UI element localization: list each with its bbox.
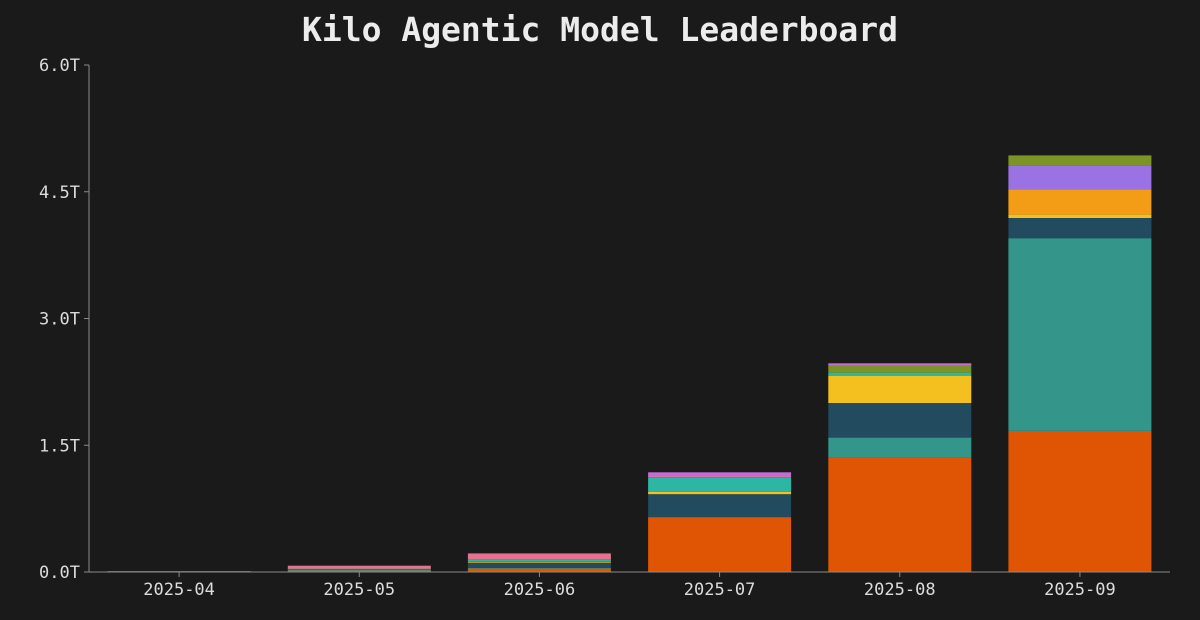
bar-segment-2025-07-s9 <box>648 472 792 477</box>
bar-segment-2025-06-s8 <box>467 553 611 560</box>
bar-segment-2025-09-s0 <box>1008 430 1152 572</box>
bar-segment-2025-06-s1 <box>467 567 611 569</box>
bar-segment-2025-05-s6 <box>287 568 431 570</box>
bar-segment-2025-06-s3 <box>467 561 611 563</box>
x-tick-label: 2025-08 <box>864 580 936 600</box>
bar-segment-2025-09-s1 <box>1008 238 1152 431</box>
bar-segment-2025-08-s0 <box>828 457 972 572</box>
bar-segment-2025-07-s0 <box>648 517 792 572</box>
bar-segment-2025-05-s1 <box>287 569 431 571</box>
x-tick-label: 2025-09 <box>1044 580 1116 600</box>
y-tick-label: 1.5T <box>39 436 80 456</box>
bar-segment-2025-08-s3 <box>828 376 972 403</box>
bar-segment-2025-08-s9 <box>828 363 972 365</box>
bar-segment-2025-09-s2 <box>1008 217 1152 239</box>
y-tick-label: 4.5T <box>39 183 80 203</box>
bar-segment-2025-05-s2 <box>287 569 431 570</box>
bar-segment-2025-06-s2 <box>467 562 611 568</box>
bar-segment-2025-09-s5 <box>1008 165 1152 190</box>
chart-title: Kilo Agentic Model Leaderboard <box>301 10 899 49</box>
bar-segment-2025-09-s4 <box>1008 189 1152 215</box>
bar-segment-2025-07-s3 <box>648 491 792 495</box>
bar-segment-2025-08-s2 <box>828 403 972 438</box>
bar-segment-2025-06-s6 <box>467 559 611 562</box>
x-tick-label: 2025-07 <box>684 580 756 600</box>
bar-segment-2025-05-s8 <box>287 565 431 569</box>
bar-segment-2025-08-s8 <box>828 365 972 366</box>
axes-group: 0.0T 1.5T 3.0T 4.5T 6.0T 2025-04 2025-05 2025-0… <box>39 56 1170 600</box>
bar-segment-2025-08-s6 <box>828 372 972 376</box>
y-tick-label: 0.0T <box>39 563 80 583</box>
bar-segment-2025-09-s7 <box>1008 155 1152 166</box>
bar-segment-2025-08-s7 <box>828 365 972 373</box>
x-tick-label: 2025-06 <box>504 580 576 600</box>
x-tick-label: 2025-04 <box>143 580 215 600</box>
y-tick-label: 3.0T <box>39 310 80 330</box>
x-tick-label: 2025-05 <box>323 580 395 600</box>
bar-segment-2025-08-s1 <box>828 437 972 458</box>
bar-segment-2025-07-s8 <box>648 476 792 478</box>
bar-segment-2025-07-s6 <box>648 477 792 492</box>
bar-segment-2025-06-s0 <box>467 568 611 572</box>
bar-segment-2025-07-s2 <box>648 494 792 518</box>
bar-segment-2025-09-s3 <box>1008 214 1152 218</box>
bars-group <box>107 155 1152 573</box>
bar-segment-2025-05-s0 <box>287 570 431 572</box>
y-tick-label: 6.0T <box>39 56 80 76</box>
